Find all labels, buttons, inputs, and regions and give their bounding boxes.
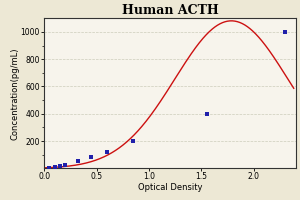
Point — [89, 156, 94, 159]
Point — [283, 30, 288, 34]
Point — [47, 167, 52, 170]
Point — [105, 150, 110, 154]
X-axis label: Optical Density: Optical Density — [138, 183, 202, 192]
Point — [52, 166, 57, 169]
Y-axis label: Concentration(pg/mL): Concentration(pg/mL) — [10, 47, 19, 140]
Point — [131, 139, 136, 143]
Point — [204, 112, 209, 115]
Point — [75, 160, 80, 163]
Point — [63, 163, 68, 166]
Point — [57, 165, 62, 168]
Title: Human ACTH: Human ACTH — [122, 4, 218, 17]
